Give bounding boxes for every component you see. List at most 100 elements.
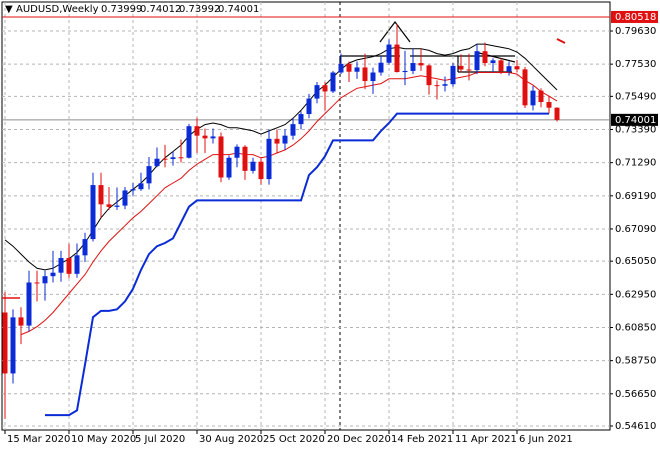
y-tick-label: 0.77530 [615, 59, 656, 70]
candle-body [474, 51, 480, 71]
candle-body [410, 63, 416, 71]
x-tick-label: 11 Apr 2021 [455, 434, 517, 445]
candle-body [282, 135, 288, 144]
candle-body [458, 65, 464, 70]
y-tick-label: 0.62950 [615, 289, 656, 300]
candle-body [338, 63, 344, 73]
triangle-drawing [379, 21, 411, 43]
y-tick-label: 0.71290 [615, 158, 656, 169]
candle-body [202, 135, 208, 139]
x-tick-label: 10 May 2020 [71, 434, 136, 445]
y-tick-label: 0.73390 [615, 125, 656, 136]
axes: 0.79630 0.77530 0.75490 0.73390 0.71290 0.691… [4, 10, 658, 445]
indicator-line [20, 72, 558, 336]
candle-body [98, 185, 104, 205]
candle-body [2, 312, 8, 374]
y-tick-label: 0.58750 [615, 356, 656, 367]
candle-body [178, 157, 184, 159]
candle-body [498, 60, 504, 72]
candle-body [418, 63, 424, 66]
x-tick-label: 25 Oct 2020 [263, 434, 325, 445]
candle-body [466, 69, 472, 71]
candle-body [522, 69, 528, 106]
x-tick-label: 30 Aug 2020 [199, 434, 263, 445]
candle-body [10, 317, 16, 374]
y-tick-label: 0.56650 [615, 389, 656, 400]
quote-close: 0.74001 [218, 4, 259, 15]
y-tick-label: 0.69190 [615, 191, 656, 202]
x-tick-label: 14 Feb 2021 [391, 434, 453, 445]
candle-body [554, 107, 560, 120]
candle-body [50, 272, 56, 277]
candle-body [210, 136, 216, 139]
candle-body [434, 85, 440, 87]
x-tick-label: 5 Jul 2020 [135, 434, 185, 445]
candle-body [162, 158, 168, 160]
candle-body [274, 138, 280, 144]
candle-body [194, 126, 200, 136]
candle-body [322, 85, 328, 92]
candle-body [530, 90, 536, 106]
candle-body [258, 161, 264, 180]
header: ▼ AUDUSD,Weekly 0.73999 0.74012 0.73992 … [5, 4, 259, 15]
dropdown-icon[interactable]: ▼ [5, 4, 13, 15]
candle-body [82, 239, 88, 256]
price-label: 0.74001 [615, 115, 656, 126]
candle-body [290, 124, 296, 136]
candle-body [330, 72, 336, 92]
candle-body [138, 183, 144, 190]
candle-body [106, 204, 112, 207]
candle-body [450, 65, 456, 85]
price-label-box [611, 113, 658, 126]
candle-body [42, 276, 48, 284]
candle-body [378, 62, 384, 73]
candle-body [146, 166, 152, 184]
y-tick-label: 0.60850 [615, 322, 656, 333]
y-tick-label: 0.65050 [615, 256, 656, 267]
candle-body [58, 258, 64, 273]
candle-body [514, 66, 520, 70]
candle-body [266, 138, 272, 180]
candle-body [18, 317, 24, 326]
candle-body [354, 67, 360, 72]
candle-body [170, 157, 176, 160]
candle-body [538, 90, 544, 103]
candle-body [298, 114, 304, 125]
indicator-line [4, 43, 558, 271]
candle-body [34, 282, 40, 284]
candle-body [114, 205, 120, 207]
candle-body [226, 157, 232, 178]
candle-body [314, 85, 320, 99]
candle-body [442, 84, 448, 86]
candle-body [490, 60, 496, 64]
candle-body [394, 44, 400, 73]
candle-body [346, 63, 352, 72]
y-tick-label: 0.67090 [615, 224, 656, 235]
candle-body [154, 158, 160, 167]
candle-body [66, 258, 72, 274]
candle-body [130, 189, 136, 191]
candle-body [122, 190, 128, 206]
candle-body [402, 70, 408, 73]
candle-body [74, 255, 80, 274]
candle-body [242, 146, 248, 171]
x-tick-label: 15 Mar 2020 [7, 434, 70, 445]
red-arrow [556, 38, 566, 44]
price-label-box [611, 10, 658, 23]
candle-body [482, 51, 488, 64]
candle-body [218, 136, 224, 178]
candle-body [90, 185, 96, 240]
candle-body [426, 65, 432, 86]
indicator-line [45, 112, 549, 417]
quote-high: 0.74012 [140, 4, 181, 15]
y-tick-label: 0.75490 [615, 91, 656, 102]
quote-open: 0.73999 [101, 4, 142, 15]
symbol: AUDUSD,Weekly [16, 4, 99, 15]
candle-body [546, 102, 552, 108]
candle-body [186, 126, 192, 158]
candle-body [306, 98, 312, 115]
candle-body [234, 146, 240, 158]
plot [2, 2, 610, 430]
